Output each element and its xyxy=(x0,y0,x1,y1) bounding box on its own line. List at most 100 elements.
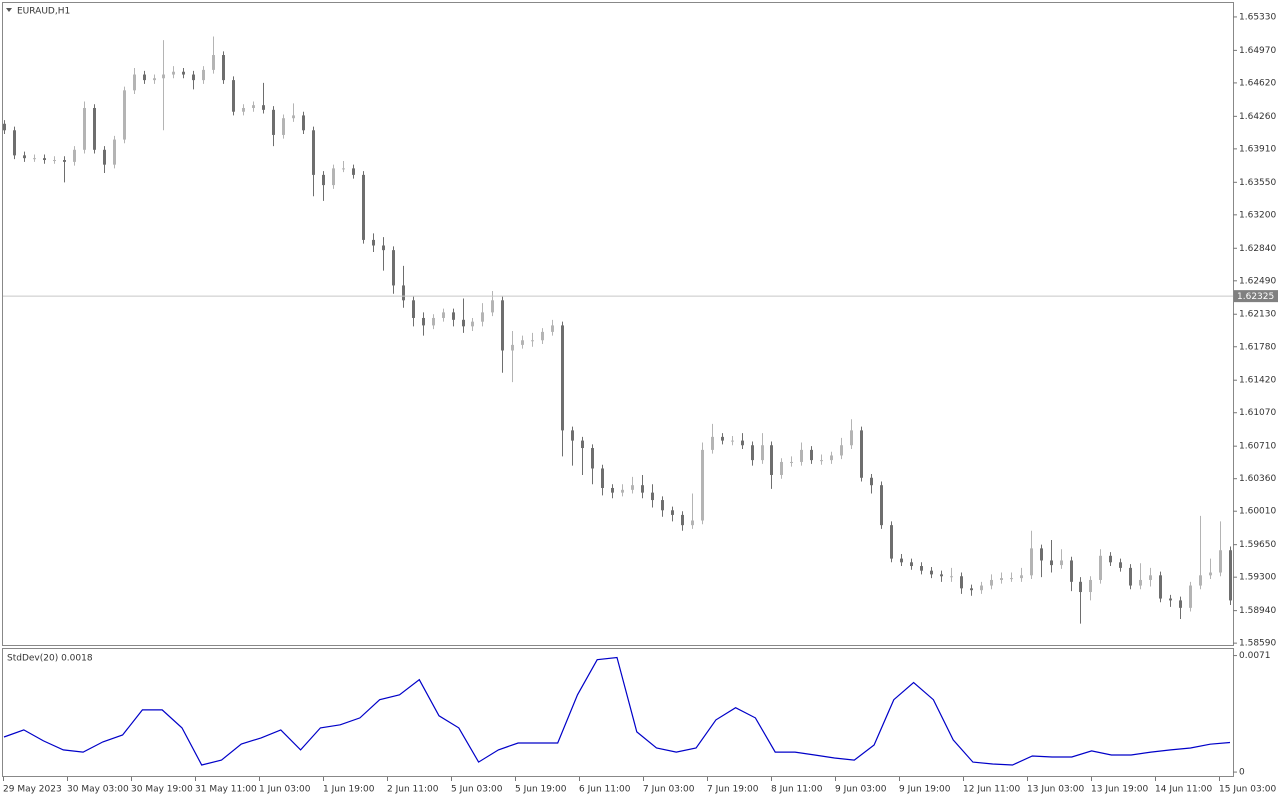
candle-body xyxy=(1050,560,1053,566)
candle-body xyxy=(591,448,594,469)
candle-body xyxy=(63,160,66,162)
candle-body xyxy=(571,430,574,441)
candle-body xyxy=(402,285,405,301)
candle-body xyxy=(292,115,295,119)
candle-body xyxy=(950,576,953,578)
candle-body xyxy=(83,107,86,150)
candle-body xyxy=(372,239,375,246)
candle-body xyxy=(442,312,445,318)
x-tick-label: 5 Jun 03:00 xyxy=(451,785,503,795)
candle-body xyxy=(970,588,973,591)
candle-body xyxy=(332,168,335,186)
y-tick-label: 0 xyxy=(1239,768,1245,778)
candle-body xyxy=(1169,598,1172,601)
candle-body xyxy=(800,449,803,462)
candle-body xyxy=(53,160,56,162)
candle-body xyxy=(93,107,96,150)
x-tick-label: 7 Jun 03:00 xyxy=(643,785,695,795)
candle-body xyxy=(860,430,863,478)
candle-body xyxy=(611,487,614,493)
candle-body xyxy=(192,74,195,81)
candle-body xyxy=(870,477,873,486)
candle-body xyxy=(422,317,425,326)
candle-body xyxy=(1060,560,1063,566)
y-tick-label: 1.64970 xyxy=(1239,46,1276,56)
candle-body xyxy=(830,455,833,461)
y-tick-label: 1.62840 xyxy=(1239,244,1276,254)
candle-body xyxy=(641,485,644,493)
candle-body xyxy=(1179,600,1182,608)
candle-body xyxy=(721,436,724,441)
x-tick-label: 30 May 03:00 xyxy=(67,785,129,795)
x-tick-label: 15 Jun 03:00 xyxy=(1219,785,1276,795)
candle-body xyxy=(1070,560,1073,582)
candle-body xyxy=(1079,581,1082,593)
candle-body xyxy=(232,80,235,112)
candle-body xyxy=(272,109,275,135)
candle-body xyxy=(1189,585,1192,608)
candle-body xyxy=(850,430,853,446)
candle-body xyxy=(990,579,993,586)
y-tick-label: 1.59650 xyxy=(1239,540,1276,550)
candle-body xyxy=(133,74,136,91)
x-tick-label: 1 Jun 19:00 xyxy=(323,785,375,795)
candle-body xyxy=(541,331,544,341)
candle-body xyxy=(820,460,823,462)
x-tick-label: 8 Jun 11:00 xyxy=(771,785,823,795)
candle-body xyxy=(980,585,983,591)
candle-body xyxy=(43,158,46,161)
y-tick-label: 1.61070 xyxy=(1239,408,1276,418)
candle-body xyxy=(1199,575,1202,586)
candle-body xyxy=(681,514,684,526)
current-price-box xyxy=(1234,290,1278,303)
candle-body xyxy=(910,562,913,567)
candle-body xyxy=(212,55,215,70)
y-tick-label: 0.0071 xyxy=(1239,651,1271,661)
candle-body xyxy=(242,107,245,112)
candle-body xyxy=(661,500,664,511)
candle-body xyxy=(362,174,365,240)
candle-body xyxy=(631,485,634,490)
x-tick-label: 29 May 2023 xyxy=(3,785,62,795)
y-tick-label: 1.62490 xyxy=(1239,276,1276,286)
indicator-line xyxy=(3,656,1231,766)
x-tick-label: 9 Jun 19:00 xyxy=(899,785,951,795)
candle-body xyxy=(920,566,923,571)
candle-body xyxy=(33,158,36,160)
candle-body xyxy=(322,174,325,186)
candle-body xyxy=(761,445,764,461)
candle-body xyxy=(1149,575,1152,580)
candle-body xyxy=(23,155,26,159)
candle-body xyxy=(890,525,893,559)
candle-body xyxy=(621,489,624,493)
candle-body xyxy=(302,115,305,131)
candle-body xyxy=(452,312,455,320)
y-tick-label: 1.65330 xyxy=(1239,12,1276,22)
x-tick-label: 12 Jun 11:00 xyxy=(963,785,1020,795)
candle-body xyxy=(252,105,255,108)
candle-body xyxy=(162,74,165,79)
candle-body xyxy=(551,325,554,332)
candle-body xyxy=(691,520,694,526)
candle-body xyxy=(511,344,514,351)
x-tick-label: 13 Jun 03:00 xyxy=(1027,785,1084,795)
candle-body xyxy=(531,340,534,342)
candle-body xyxy=(202,69,205,81)
candle-body xyxy=(770,445,773,475)
candle-body xyxy=(342,168,345,170)
indicator-title: StdDev(20) 0.0018 xyxy=(7,654,93,664)
chart-title: EURAUD,H1 xyxy=(17,7,70,17)
menu-arrow[interactable] xyxy=(6,8,12,12)
candle-body xyxy=(1129,567,1132,586)
candle-body xyxy=(1010,578,1013,580)
y-tick-label: 1.61780 xyxy=(1239,342,1276,352)
x-tick-label: 9 Jun 03:00 xyxy=(835,785,887,795)
candle-body xyxy=(172,71,175,75)
x-tick-label: 2 Jun 11:00 xyxy=(387,785,439,795)
candle-body xyxy=(1089,579,1092,593)
candle-body xyxy=(930,570,933,575)
candle-body xyxy=(790,461,793,463)
candle-body xyxy=(731,440,734,442)
